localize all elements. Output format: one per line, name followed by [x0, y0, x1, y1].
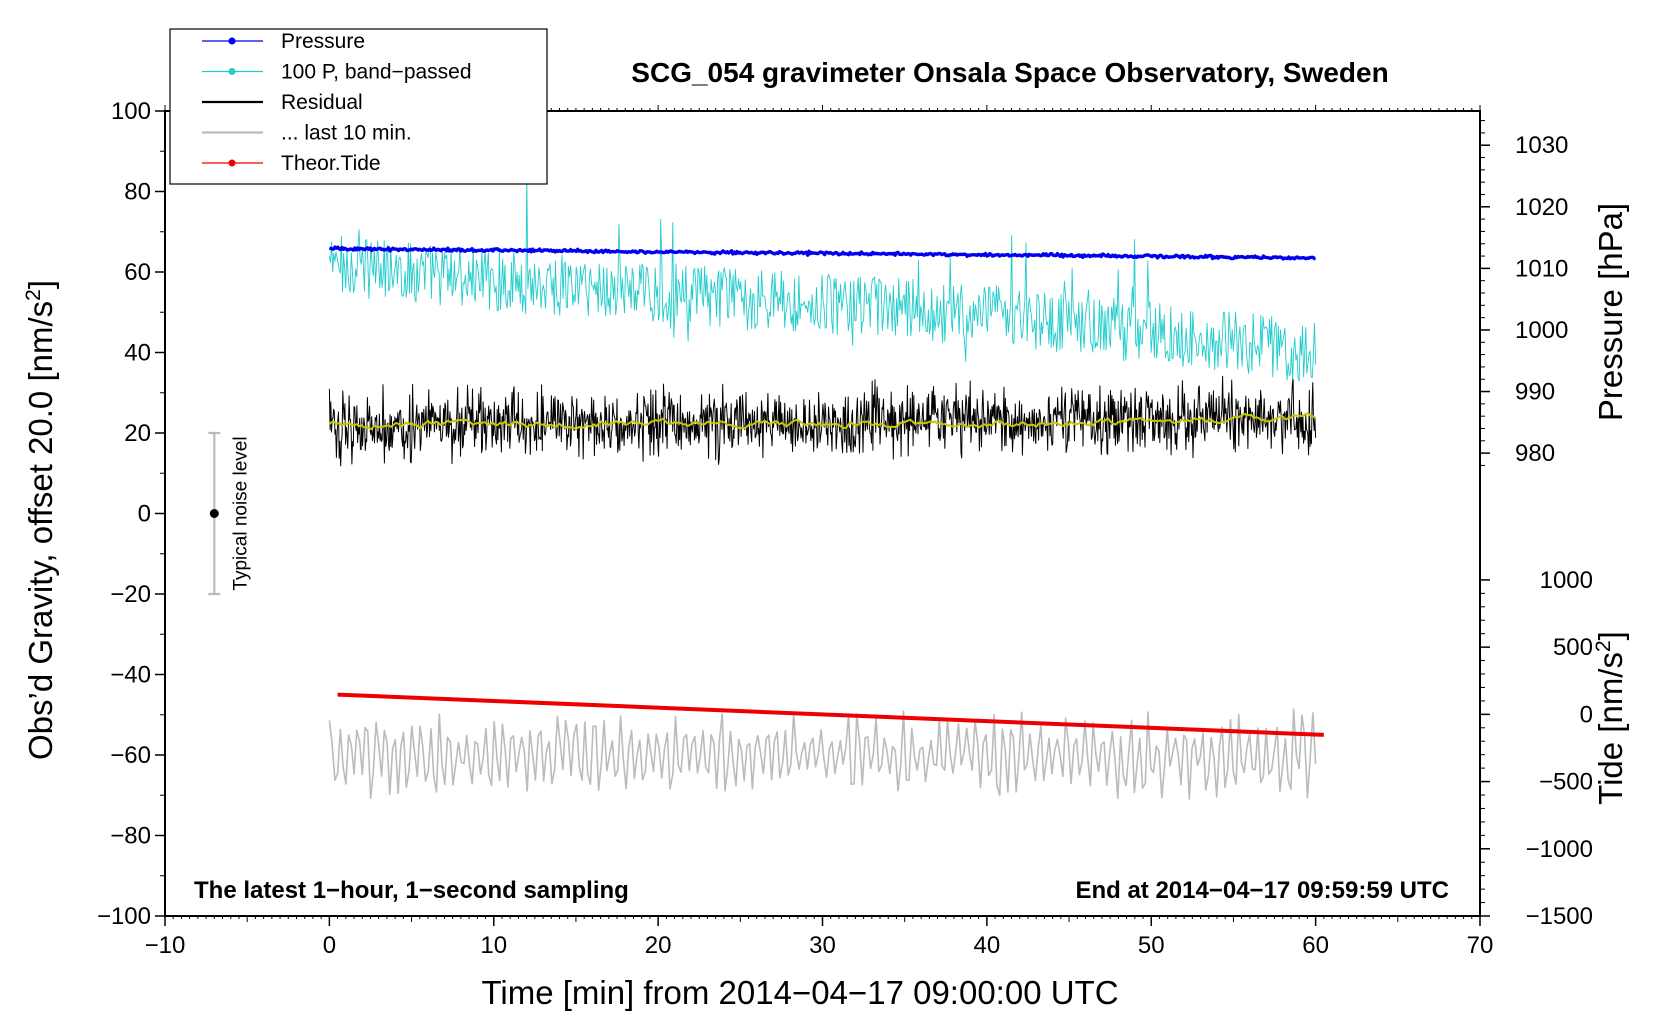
series-layer	[328, 176, 1324, 800]
x-tick-label: −10	[145, 932, 186, 959]
y-axis-label: Obs’d Gravity, offset 20.0 [nm/s2]	[22, 280, 59, 760]
legend-item: ... last 10 min.	[202, 122, 412, 145]
y-axis-label-sup: 2	[22, 289, 45, 301]
pressure-axis-label: Pressure [hPa]	[1592, 203, 1629, 421]
x-tick-label: 60	[1302, 932, 1329, 959]
y-tick-label: −60	[110, 742, 151, 769]
series-line-theor-tide	[337, 692, 1324, 737]
y-tick-label: −40	[110, 662, 151, 689]
x-tick-label: 0	[323, 932, 336, 959]
pressure-tick-label: 1030	[1515, 132, 1568, 159]
pressure-tick-label: 990	[1515, 379, 1555, 406]
y-tick-label: −80	[110, 823, 151, 850]
tide-tick-label: −1500	[1526, 903, 1593, 930]
noise-level-bar: Typical noise level	[208, 431, 251, 596]
y-tick-label: 100	[111, 98, 151, 125]
tide-tick-label: −1000	[1526, 836, 1593, 863]
x-tick-label: 70	[1467, 932, 1494, 959]
note-end-time: End at 2014−04−17 09:59:59 UTC	[1075, 877, 1449, 904]
legend-item: Theor.Tide	[202, 152, 381, 175]
tide-tick-label: 0	[1580, 701, 1593, 728]
y-tick-label: 20	[124, 420, 151, 447]
y-tick-label: 60	[124, 259, 151, 286]
tide-tick-label: 500	[1553, 634, 1593, 661]
note-latest-hour: The latest 1−hour, 1−second sampling	[194, 877, 629, 904]
legend-label: Residual	[281, 91, 363, 114]
series-line-residual-smoothed	[328, 412, 1317, 431]
tide-axis-label-close: ]	[1592, 631, 1629, 640]
x-tick-label: 50	[1138, 932, 1165, 959]
legend-label: Pressure	[281, 30, 365, 53]
legend-item: 100 P, band−passed	[202, 61, 472, 84]
x-axis-label: Time [min] from 2014−04−17 09:00:00 UTC	[481, 974, 1118, 1011]
legend-marker	[228, 37, 236, 45]
x-tick-label: 10	[480, 932, 507, 959]
tide-tick-label: 1000	[1540, 567, 1593, 594]
y-axis-label-close: ]	[22, 280, 59, 289]
y-tick-label: 80	[124, 179, 151, 206]
y-tick-label: 0	[138, 501, 151, 528]
tide-tick-label: −500	[1539, 769, 1593, 796]
legend-label: ... last 10 min.	[281, 122, 412, 145]
tick-layer: −10 0 10 20 30 40 50 60 70100806040200−20−40−60−…	[97, 98, 1593, 959]
y-tick-label: −100	[97, 903, 151, 930]
legend-label: 100 P, band−passed	[281, 61, 472, 84]
legend-item: Residual	[202, 91, 363, 114]
legend-item: Pressure	[202, 30, 365, 53]
legend-marker	[228, 68, 236, 75]
tide-axis-label-sup: 2	[1592, 640, 1615, 652]
x-tick-label: 30	[809, 932, 836, 959]
legend-box	[169, 28, 548, 185]
pressure-tick-label: 980	[1515, 440, 1555, 467]
series-line-last-10-min	[328, 708, 1317, 800]
series-line-pressure	[328, 245, 1316, 261]
y-tick-label: −20	[110, 581, 151, 608]
tide-axis-label-main: Tide [nm/s	[1592, 652, 1629, 805]
x-tick-label: 40	[974, 932, 1001, 959]
legend-marker	[228, 159, 236, 167]
y-axis-label-main: Obs’d Gravity, offset 20.0 [nm/s	[22, 301, 59, 760]
noise-bar-dot	[209, 509, 219, 518]
legend-label: Theor.Tide	[281, 152, 381, 175]
pressure-tick-label: 1020	[1515, 194, 1568, 221]
pressure-tick-label: 1000	[1515, 317, 1568, 344]
tide-axis-label: Tide [nm/s2]	[1592, 631, 1629, 805]
pressure-tick-label: 1010	[1515, 255, 1568, 282]
series-line-residual	[328, 375, 1317, 467]
noise-bar-label: Typical noise level	[230, 436, 251, 590]
y-tick-label: 40	[124, 340, 151, 367]
legend: Pressure 100 P, band−passed Residual ... la…	[169, 28, 548, 185]
x-tick-label: 20	[645, 932, 672, 959]
chart-title: SCG_054 gravimeter Onsala Space Observat…	[631, 57, 1388, 88]
series-line-100-p-band-passed	[328, 176, 1317, 382]
